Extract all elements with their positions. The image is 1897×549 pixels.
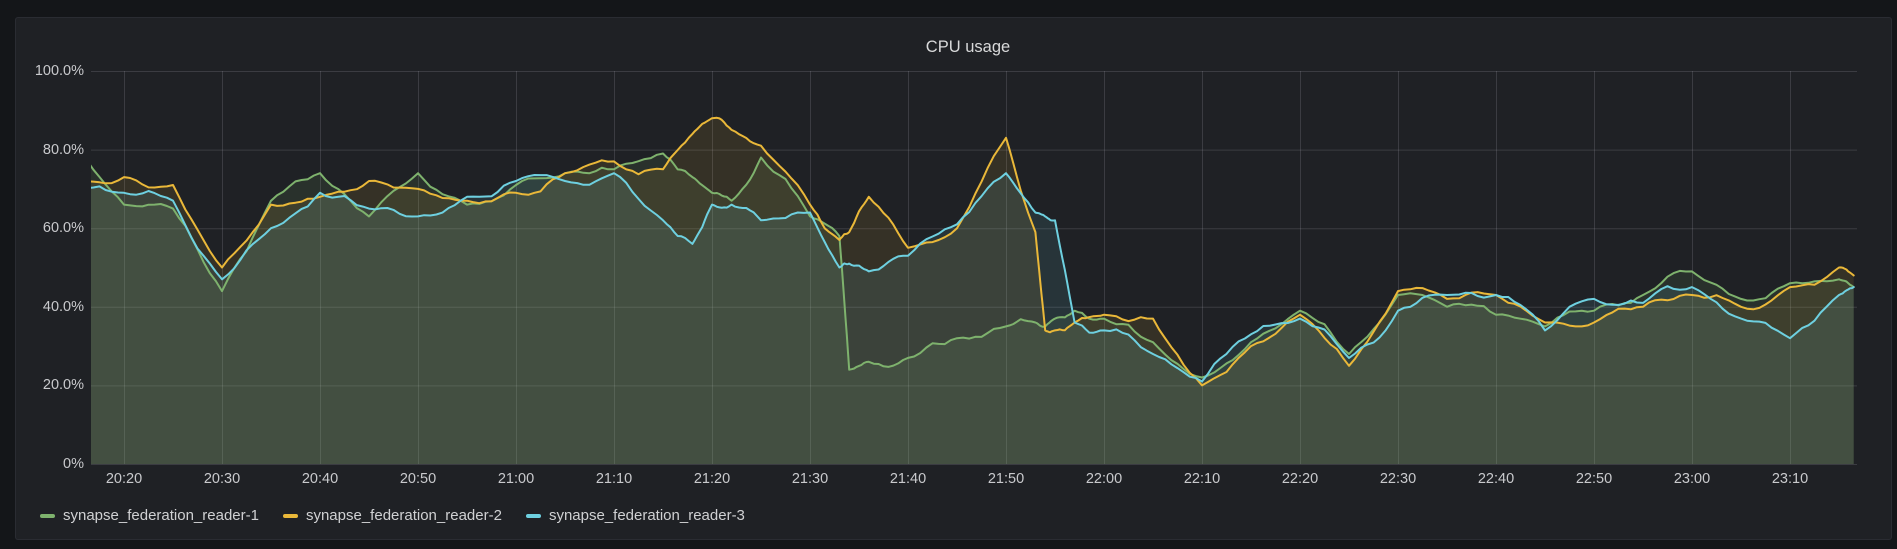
x-tick-23:10: 23:10 — [1771, 471, 1809, 487]
legend: synapse_federation_reader-1 synapse_feder… — [40, 507, 745, 524]
y-tick-20: 20.0% — [42, 377, 84, 394]
x-tick-21:40: 21:40 — [889, 471, 927, 487]
legend-swatch-icon — [525, 513, 541, 518]
y-tick-0: 0% — [63, 456, 84, 472]
x-tick-22:50: 22:50 — [1575, 471, 1613, 487]
x-tick-22:20: 22:20 — [1281, 471, 1319, 487]
x-tick-21:50: 21:50 — [987, 471, 1025, 487]
y-tick-60: 60.0% — [42, 220, 84, 237]
series-area-synapse_federation_reader-2 — [91, 117, 1854, 464]
x-tick-22:00: 22:00 — [1085, 471, 1123, 487]
x-tick-21:00: 21:00 — [497, 471, 535, 487]
series-area-synapse_federation_reader-3 — [91, 173, 1854, 464]
x-tick-21:30: 21:30 — [791, 471, 829, 487]
legend-label: synapse_federation_reader-1 — [63, 507, 259, 524]
cpu-usage-panel: CPU usage — [15, 17, 1892, 540]
series-line-synapse_federation_reader-1 — [91, 152, 1855, 379]
series-areas — [91, 117, 1854, 464]
x-tick-22:30: 22:30 — [1379, 471, 1417, 487]
x-tick-20:40: 20:40 — [301, 471, 339, 487]
series-lines — [91, 116, 1855, 387]
x-tick-20:20: 20:20 — [105, 471, 143, 487]
legend-item-synapse_federation_reader-3[interactable]: synapse_federation_reader-3 — [525, 507, 745, 524]
legend-swatch-icon — [282, 513, 298, 518]
legend-label: synapse_federation_reader-3 — [548, 507, 745, 524]
x-tick-20:30: 20:30 — [203, 471, 241, 487]
y-tick-80: 80.0% — [42, 141, 84, 158]
panel-title[interactable]: CPU usage — [925, 38, 1011, 56]
series-line-synapse_federation_reader-3 — [91, 172, 1855, 383]
legend-swatch-icon — [40, 513, 55, 518]
x-tick-22:10: 22:10 — [1183, 471, 1221, 487]
y-tick-40: 40.0% — [42, 298, 84, 315]
x-tick-21:20: 21:20 — [693, 471, 731, 487]
legend-item-synapse_federation_reader-1[interactable]: synapse_federation_reader-1 — [40, 507, 259, 524]
legend-item-synapse_federation_reader-2[interactable]: synapse_federation_reader-2 — [282, 507, 502, 524]
x-tick-22:40: 22:40 — [1477, 471, 1515, 487]
legend-label: synapse_federation_reader-2 — [305, 507, 502, 524]
x-tick-21:10: 21:10 — [595, 471, 633, 487]
series-line-synapse_federation_reader-2 — [91, 116, 1855, 387]
x-tick-23:00: 23:00 — [1673, 471, 1711, 487]
y-tick-100: 100.0% — [34, 63, 84, 79]
x-tick-20:50: 20:50 — [399, 471, 437, 487]
series-area-synapse_federation_reader-1 — [91, 153, 1854, 464]
